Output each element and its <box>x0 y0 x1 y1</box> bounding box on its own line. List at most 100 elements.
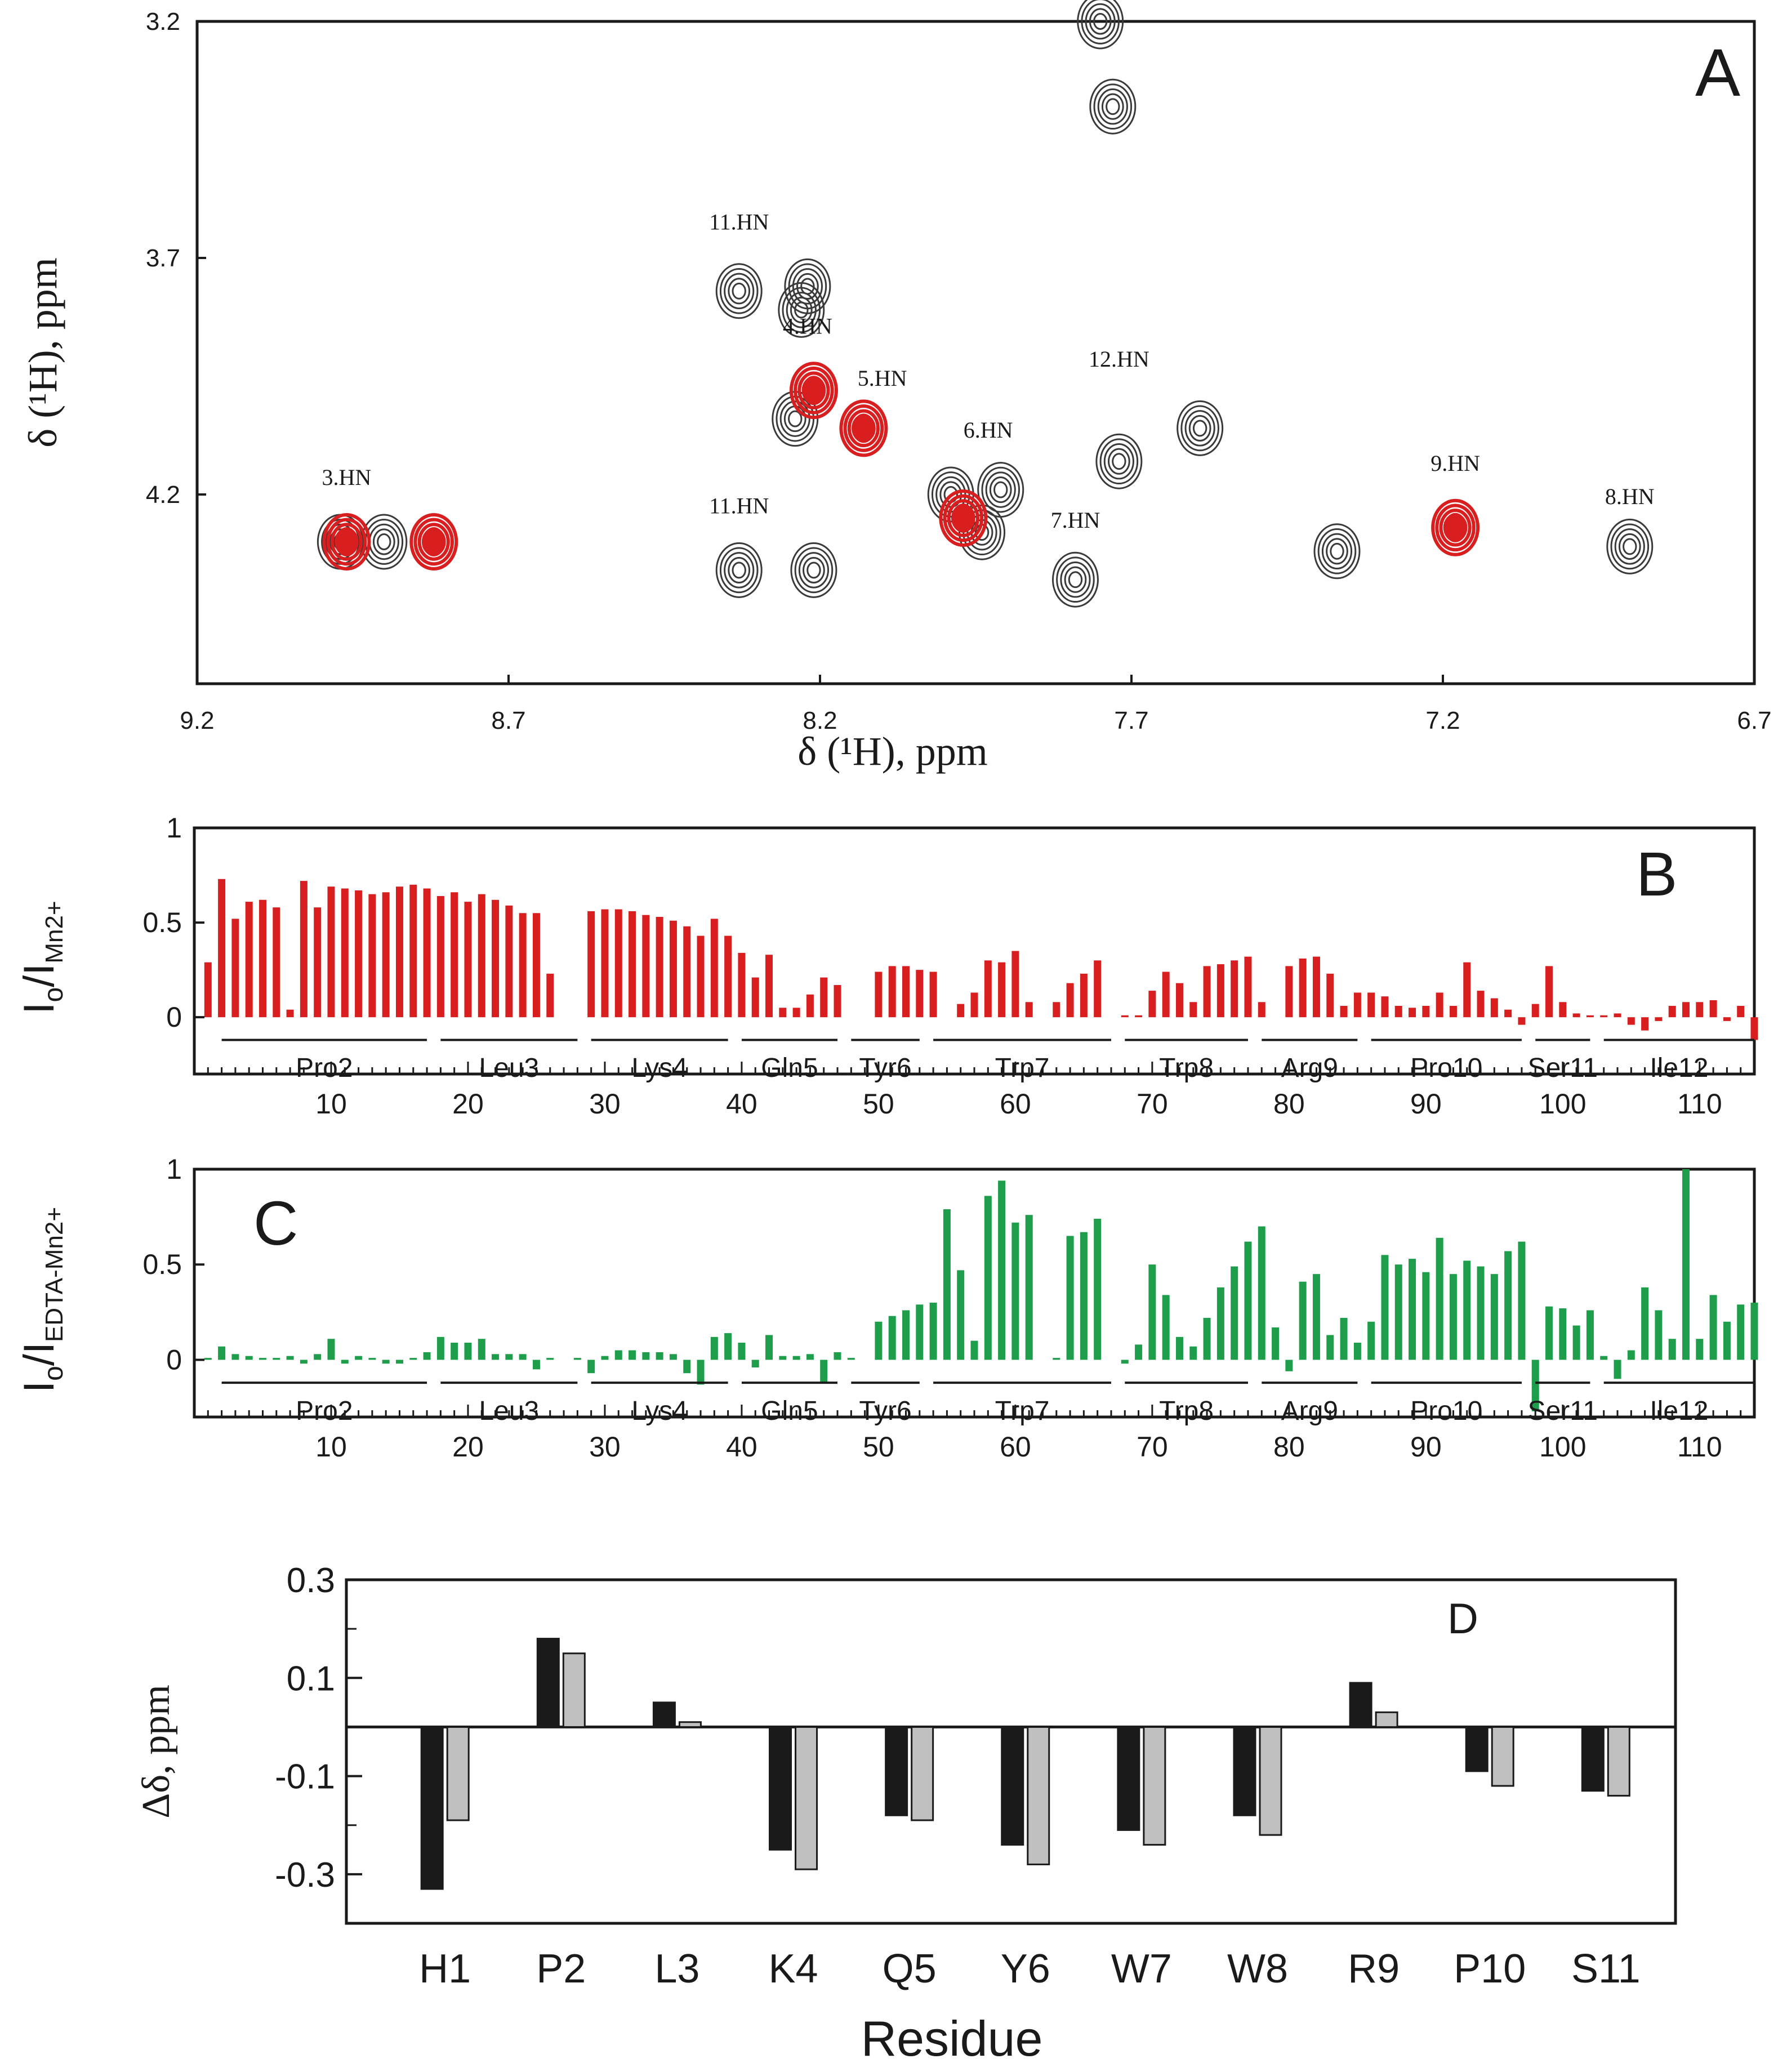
panel-b-label: B <box>1636 840 1677 909</box>
contour-ring <box>1188 415 1211 442</box>
bar-residue-2 <box>218 879 226 1018</box>
panel-c-bars <box>204 1169 1758 1411</box>
x-tick-label: 50 <box>863 1088 894 1120</box>
x-tick-label: 100 <box>1539 1088 1586 1120</box>
contour-ring <box>985 471 1016 508</box>
contour-ring <box>981 466 1020 513</box>
contour-ring <box>786 292 817 328</box>
contour-ring <box>788 410 803 427</box>
bar-residue-32 <box>629 911 636 1018</box>
contour-ring <box>1089 8 1112 35</box>
contour-ring <box>1081 0 1120 44</box>
peak-label: 7.HN <box>1051 507 1100 533</box>
bar-residue-114 <box>1750 1017 1758 1040</box>
x-tick-label-p2: P2 <box>536 1946 586 1991</box>
peak-label: 5.HN <box>858 366 907 391</box>
panel-d-y-label: Δδ, ppm <box>135 1685 178 1818</box>
bar-residue-56 <box>957 1270 965 1360</box>
bar-residue-87 <box>1381 996 1389 1018</box>
bar-residue-60 <box>1011 1222 1019 1360</box>
x-tick-label-y6: Y6 <box>1001 1946 1050 1991</box>
bar-residue-77 <box>1244 956 1252 1018</box>
bar-residue-93 <box>1463 962 1471 1018</box>
bar-residue-13 <box>368 894 376 1018</box>
x-tick-label: 40 <box>726 1431 757 1463</box>
bar-residue-91 <box>1436 1237 1443 1360</box>
bar-residue-96 <box>1504 1009 1512 1018</box>
bar-residue-38 <box>710 919 718 1018</box>
bar-residue-84 <box>1340 1005 1348 1018</box>
bar-residue-60 <box>1011 951 1019 1018</box>
bar-residue-86 <box>1367 992 1375 1018</box>
bar-residue-42 <box>765 955 773 1018</box>
segment-label-ile12: Ile12 <box>1650 1396 1708 1426</box>
bar-residue-21 <box>478 1339 485 1360</box>
contour-ring <box>1623 538 1637 555</box>
bar-residue-41 <box>751 1360 759 1367</box>
bar-residue-43 <box>779 1356 787 1360</box>
peak-reference-15 <box>1089 78 1137 135</box>
bar-residue-58 <box>984 960 992 1018</box>
contour-ring <box>1431 498 1480 556</box>
bar-residue-59 <box>998 962 1006 1018</box>
bar-residue-70 <box>1148 1264 1156 1360</box>
x-tick-label: 70 <box>1137 1431 1168 1463</box>
bar-p2-series2 <box>562 1652 586 1728</box>
bar-residue-75 <box>1216 1287 1224 1360</box>
peak-reference-7 <box>778 282 825 338</box>
bar-residue-77 <box>1244 1241 1252 1360</box>
bar-residue-65 <box>1080 1232 1088 1360</box>
bar-residue-75 <box>1216 964 1224 1018</box>
contour-ring <box>1056 556 1095 603</box>
bar-residue-85 <box>1353 1343 1361 1360</box>
bar-residue-106 <box>1641 1017 1649 1031</box>
bar-residue-111 <box>1709 1295 1717 1360</box>
peak-mn2--3 <box>839 399 888 457</box>
contour-ring <box>989 476 1012 503</box>
bar-r9-series1 <box>1349 1682 1372 1728</box>
contour-ring <box>724 273 755 310</box>
peak-label: 3.HN <box>322 465 372 490</box>
bar-residue-50 <box>875 1321 883 1360</box>
bar-residue-54 <box>929 972 937 1018</box>
segment-label-pro2: Pro2 <box>296 1396 353 1426</box>
contour-ring <box>1313 523 1361 580</box>
y-tick-label: 1 <box>166 812 182 844</box>
x-tick-label: 50 <box>863 1431 894 1463</box>
bar-residue-105 <box>1627 1350 1635 1360</box>
bar-residue-14 <box>382 1360 390 1364</box>
contour-ring <box>409 513 458 571</box>
bar-residue-35 <box>669 920 677 1018</box>
contour-ring <box>1317 528 1357 574</box>
panel-a-frame <box>195 20 1756 685</box>
bar-residue-108 <box>1668 1339 1676 1360</box>
bar-residue-7 <box>286 1356 294 1360</box>
segment-label-ile12: Ile12 <box>1650 1053 1708 1083</box>
bar-residue-80 <box>1285 1360 1293 1371</box>
bar-residue-1 <box>204 1358 212 1360</box>
contour-ring <box>322 513 371 571</box>
contour-ring <box>1330 542 1344 560</box>
bar-residue-45 <box>806 1354 814 1360</box>
contour-ring <box>732 562 746 579</box>
bar-residue-6 <box>273 907 280 1018</box>
bar-w8-series2 <box>1259 1726 1282 1836</box>
bar-residue-38 <box>710 1336 718 1360</box>
bar-residue-66 <box>1094 960 1102 1018</box>
bar-residue-55 <box>943 1209 951 1360</box>
contour-ring <box>377 533 391 550</box>
bar-s11-series1 <box>1581 1726 1605 1792</box>
contour-ring <box>794 301 809 319</box>
panel-b-y-ticks: 10.50 <box>142 812 204 1033</box>
bar-residue-68 <box>1121 1360 1129 1364</box>
segment-label-pro2: Pro2 <box>296 1053 353 1083</box>
bar-residue-50 <box>875 972 883 1018</box>
bar-residue-42 <box>765 1335 773 1360</box>
segment-label-pro10: Pro10 <box>1410 1053 1482 1083</box>
bar-r9-series2 <box>1375 1711 1398 1728</box>
bar-residue-4 <box>245 902 253 1018</box>
bar-residue-12 <box>355 890 363 1018</box>
bar-residue-95 <box>1490 1274 1498 1360</box>
contour-ring <box>803 556 825 583</box>
bar-residue-57 <box>970 992 978 1018</box>
